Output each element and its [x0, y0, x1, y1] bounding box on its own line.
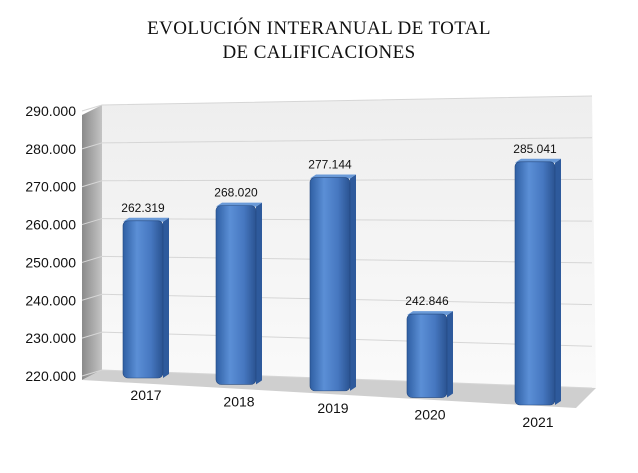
y-tick-label: 270.000	[25, 179, 76, 195]
bar	[309, 177, 351, 392]
bar-side	[163, 217, 169, 378]
data-label: 262.319	[121, 201, 165, 215]
bar-side	[447, 311, 453, 398]
x-tick-label: 2019	[317, 400, 348, 416]
x-tick-label: 2021	[522, 414, 553, 430]
bar-side	[555, 158, 561, 405]
data-label: 242.846	[405, 294, 449, 308]
y-tick-label: 220.000	[25, 368, 76, 384]
gridline	[81, 95, 593, 112]
bar	[122, 220, 164, 379]
gridline	[81, 255, 593, 264]
y-tick-label: 250.000	[25, 254, 76, 270]
bar	[406, 313, 448, 398]
y-axis-ticks: 220.000 230.000 240.000 250.000 260.000 270.0…	[25, 103, 76, 384]
y-tick-label: 240.000	[25, 292, 76, 308]
y-tick-label: 260.000	[25, 217, 76, 233]
data-labels: 262.319 268.020 277.144 242.846 285.041	[121, 142, 557, 308]
y-tick-label: 290.000	[25, 103, 76, 119]
chart-title-line-1: EVOLUCIÓN INTERANUAL DE TOTAL	[147, 17, 491, 39]
x-tick-label: 2020	[414, 407, 445, 423]
data-label: 285.041	[513, 142, 557, 156]
gridline	[81, 137, 593, 150]
x-tick-label: 2018	[223, 393, 254, 409]
bar	[514, 161, 556, 406]
chart-title-line-2: DE CALIFICACIONES	[222, 42, 415, 63]
gridline	[81, 293, 593, 306]
y-tick-label: 230.000	[25, 330, 76, 346]
bar	[215, 205, 257, 385]
bars	[122, 158, 561, 406]
data-label: 268.020	[214, 186, 258, 200]
side-wall	[82, 105, 102, 380]
bar-side	[350, 174, 356, 391]
y-tick-label: 280.000	[25, 141, 76, 157]
gridline	[81, 178, 593, 188]
bar-side	[256, 202, 262, 385]
x-axis-ticks: 2017 2018 2019 2020 2021	[130, 387, 553, 430]
data-label: 277.144	[308, 158, 352, 172]
gridline	[81, 218, 593, 226]
x-tick-label: 2017	[130, 387, 161, 403]
